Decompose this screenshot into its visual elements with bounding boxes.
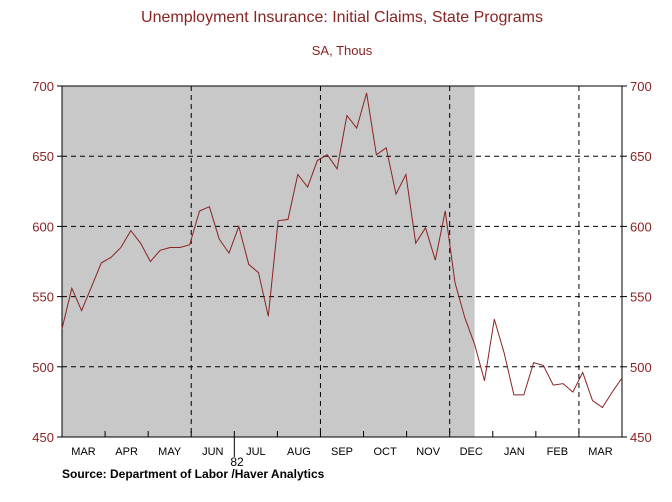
ytick-label-left: 500 — [32, 360, 54, 375]
xtick-label: JUN — [202, 446, 223, 458]
xtick-label: MAR — [71, 446, 96, 458]
plot-frame — [61, 85, 623, 438]
xtick-label: NOV — [416, 446, 441, 458]
xtick-label: SEP — [331, 446, 353, 458]
xtick-label: MAY — [158, 446, 182, 458]
source-note: Source: Department of Labor /Haver Analy… — [62, 467, 325, 481]
xtick-label: OCT — [373, 446, 397, 458]
xtick-label: JUL — [246, 446, 266, 458]
xtick-label: MAR — [588, 446, 613, 458]
chart-subtitle: SA, Thous — [312, 43, 373, 58]
ytick-label-right: 600 — [630, 219, 652, 234]
plot-area: 700 700 650 650 600 600 550 550 500 500 450 450 MAR A… — [32, 79, 651, 458]
ytick-label-right: 550 — [630, 290, 652, 305]
ytick-label-left: 600 — [32, 219, 54, 234]
xtick-label: APR — [115, 446, 138, 458]
series-line-initial-claims — [61, 92, 623, 409]
xtick-label: FEB — [547, 446, 568, 458]
ytick-label-right: 500 — [630, 360, 652, 375]
xtick-label: JAN — [504, 446, 525, 458]
ytick-label-left: 650 — [32, 149, 54, 164]
ytick-label-right: 650 — [630, 149, 652, 164]
ytick-label-left: 550 — [32, 290, 54, 305]
ytick-label-right: 450 — [630, 430, 652, 445]
ytick-label-left: 450 — [32, 430, 54, 445]
year-label: 82 — [230, 455, 244, 469]
ytick-label-left: 700 — [32, 79, 54, 94]
xtick-label: AUG — [287, 446, 311, 458]
ytick-label-right: 700 — [630, 79, 652, 94]
chart-title: Unemployment Insurance: Initial Claims, … — [141, 9, 543, 26]
recession-shading — [62, 86, 475, 437]
xtick-label: DEC — [460, 446, 483, 458]
